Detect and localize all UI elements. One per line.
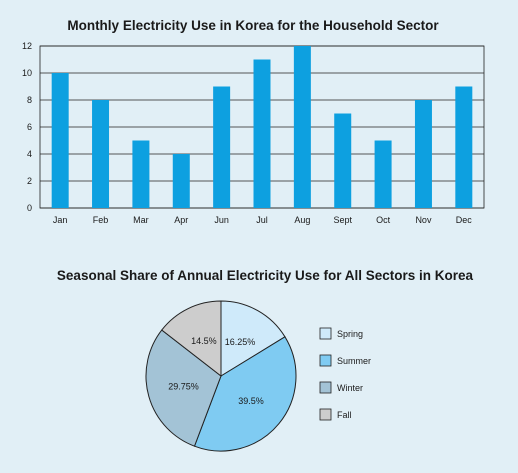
legend-swatch <box>319 354 332 367</box>
y-tick-label: 0 <box>27 203 32 213</box>
legend-label: Winter <box>337 383 363 393</box>
pie-chart-legend: Spring Summer Winter Fall <box>319 327 371 421</box>
pie-slice <box>193 336 297 452</box>
bar <box>334 113 352 208</box>
legend-label: Fall <box>337 410 352 420</box>
y-tick-label: 4 <box>27 149 32 159</box>
slice-label: 39.5% <box>238 396 264 406</box>
x-tick-label: Feb <box>93 215 109 225</box>
x-tick-label: Nov <box>415 215 432 225</box>
bar-chart-title: Monthly Electricity Use in Korea for the… <box>67 18 439 33</box>
x-tick-label: Apr <box>174 215 188 225</box>
bar <box>253 59 271 208</box>
x-tick-label: Mar <box>133 215 149 225</box>
bar <box>132 140 150 208</box>
bar <box>293 46 311 208</box>
x-tick-label: Jun <box>214 215 229 225</box>
x-tick-label: Jan <box>53 215 68 225</box>
bar <box>92 100 110 208</box>
pie-chart-plot: 16.25% 39.5% 29.75% 14.5% <box>145 300 297 452</box>
y-tick-label: 10 <box>22 68 32 78</box>
x-tick-label: Jul <box>256 215 268 225</box>
legend-swatch <box>319 381 332 394</box>
bar <box>374 140 392 208</box>
y-tick-label: 6 <box>27 122 32 132</box>
legend-label: Summer <box>337 356 371 366</box>
bar <box>172 154 190 208</box>
bar <box>414 100 432 208</box>
x-tick-label: Dec <box>456 215 473 225</box>
bar <box>455 86 473 208</box>
legend-swatch <box>319 327 332 340</box>
bar-chart-plot: 0 2 4 6 8 10 12 Jan Feb Mar Apr Jun Jul Aug Sept Oct Nov… <box>22 41 485 225</box>
slice-label: 14.5% <box>191 336 217 346</box>
pie-slice <box>145 329 222 447</box>
bar <box>51 73 69 208</box>
y-tick-label: 12 <box>22 41 32 51</box>
y-tick-label: 2 <box>27 176 32 186</box>
slice-label: 16.25% <box>225 337 256 347</box>
slice-label: 29.75% <box>168 382 199 392</box>
x-tick-label: Oct <box>376 215 391 225</box>
x-tick-label: Aug <box>294 215 310 225</box>
pie-slice <box>161 300 222 378</box>
y-tick-label: 8 <box>27 95 32 105</box>
pie-chart-title: Seasonal Share of Annual Electricity Use… <box>57 268 474 283</box>
pie-slice <box>220 300 286 377</box>
x-tick-label: Sept <box>333 215 352 225</box>
bar <box>213 86 231 208</box>
legend-swatch <box>319 408 332 421</box>
legend-label: Spring <box>337 329 363 339</box>
